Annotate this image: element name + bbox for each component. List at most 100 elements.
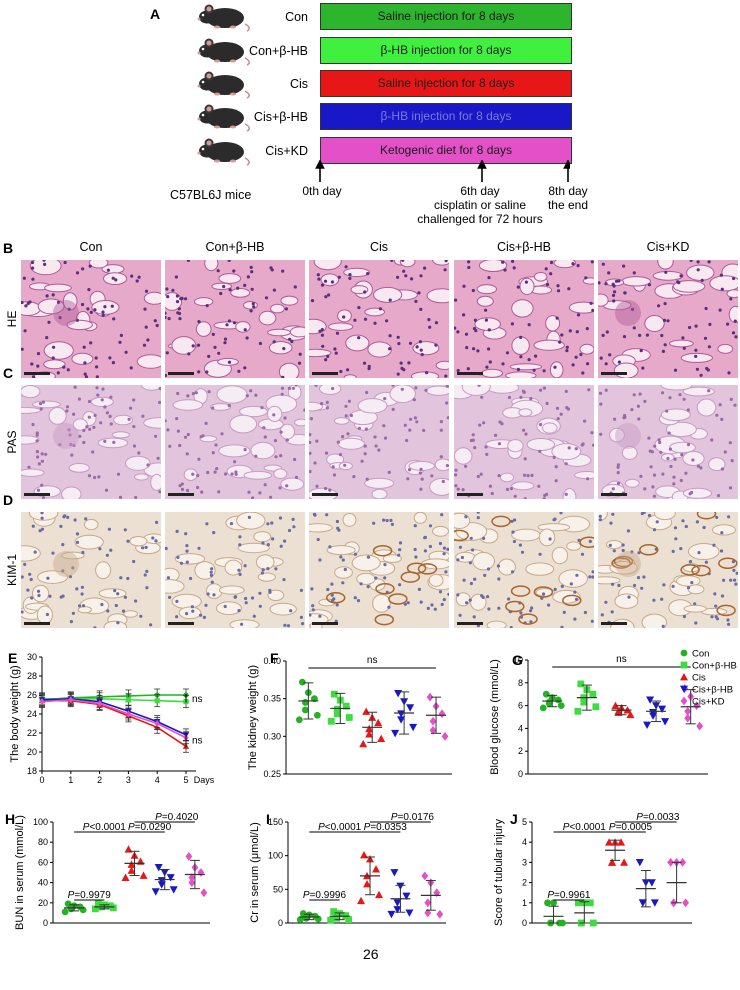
data-point (605, 838, 614, 846)
data-point (542, 690, 550, 698)
y-tick-label: 50 (273, 884, 283, 894)
group-label: Cis+KD (265, 144, 308, 158)
legend-label: Con (692, 649, 709, 660)
x-tick-label: 0 (39, 775, 44, 785)
data-point (661, 718, 670, 726)
y-axis-title: The kidney weight (g) (247, 665, 259, 770)
y-tick-label: 0 (43, 918, 48, 928)
data-point (682, 898, 690, 908)
y-tick-label: 0 (522, 918, 527, 928)
y-axis-title: BUN in serum (mmol/L) (14, 815, 26, 930)
y-tick-label: 100 (268, 851, 283, 861)
histology-image (454, 260, 594, 378)
data-point (185, 851, 193, 861)
panel-label: G (512, 652, 523, 668)
data-point (397, 710, 406, 718)
data-point (617, 838, 626, 846)
data-point (68, 696, 74, 704)
data-point (327, 916, 335, 924)
y-tick-label: 4 (522, 837, 527, 847)
data-point (580, 698, 588, 706)
data-point (342, 702, 350, 710)
data-point (97, 699, 103, 708)
data-point (372, 865, 381, 873)
data-point (608, 858, 617, 866)
y-tick-label: 0 (518, 769, 523, 779)
data-point (200, 888, 208, 898)
data-point (658, 705, 667, 714)
data-point (330, 690, 338, 698)
data-point (429, 725, 437, 735)
histology-image (598, 260, 738, 378)
data-point (169, 886, 178, 894)
y-tick-label: 5 (522, 817, 527, 827)
data-point (362, 707, 371, 715)
treatment-bar: β-HB injection for 8 days (320, 37, 572, 64)
legend-label: Cis+KD (692, 697, 725, 708)
histology-image (21, 260, 161, 378)
data-point (646, 696, 655, 704)
data-point (125, 710, 131, 718)
data-point (154, 864, 163, 872)
treatment-bar: Ketogenic diet for 8 days (320, 137, 572, 164)
histology-column-label: Cis (369, 240, 389, 254)
data-point (424, 898, 432, 908)
data-point (680, 673, 688, 681)
histology-image (21, 512, 161, 628)
histology-column-label: Con (79, 240, 103, 254)
data-point (426, 692, 434, 702)
timeline-arrows (315, 160, 570, 182)
treatment-bar: Saline injection for 8 days (320, 3, 572, 30)
data-point (365, 730, 374, 738)
data-point (393, 906, 402, 914)
pvalue-label: P<0.0001 (318, 822, 362, 833)
histology-image (309, 385, 449, 499)
data-point (650, 899, 659, 907)
y-tick-label: 3 (522, 857, 527, 867)
y-tick-label: 10 (513, 655, 523, 665)
y-tick-label: 26 (27, 690, 37, 700)
x-tick-label: 3 (126, 775, 131, 785)
series-line (42, 699, 187, 747)
series-line (41, 697, 187, 736)
data-point (559, 919, 566, 927)
pvalue-label: P=0.0353 (364, 822, 408, 833)
data-point (680, 685, 688, 693)
mouse-icon (197, 38, 250, 66)
histology-image (309, 260, 449, 378)
pvalue-label: P=0.9979 (68, 890, 112, 901)
y-tick-label: 2 (518, 746, 523, 756)
histology-image (21, 385, 161, 499)
y-tick-label: 150 (268, 817, 283, 827)
data-point (295, 716, 303, 724)
data-point (680, 696, 688, 706)
data-point (345, 714, 353, 721)
mouse-icon (197, 71, 250, 99)
pvalue-label: P=0.0176 (391, 812, 435, 823)
data-point (589, 919, 597, 927)
data-point (647, 879, 656, 887)
data-point (151, 888, 160, 896)
histology-column-label: Con+β-HB (205, 240, 265, 254)
data-point (330, 908, 338, 915)
data-point (359, 739, 368, 748)
histology-image (165, 385, 305, 499)
y-tick-label: 1 (522, 898, 527, 908)
ns-annotation: ns (192, 694, 203, 705)
timeline-day8: 8th day the end (547, 184, 589, 212)
pvalue-label: P=0.0005 (609, 822, 653, 833)
data-point (684, 706, 692, 716)
x-tick-label: 2 (97, 775, 102, 785)
data-point (539, 704, 547, 712)
x-axis-title: Days (194, 775, 215, 785)
histology-column-label: Cis+KD (646, 240, 690, 254)
y-axis-title: Score of tubular injury (493, 819, 505, 926)
data-point (301, 699, 309, 706)
data-point (429, 716, 437, 726)
y-tick-label: 0.25 (263, 769, 281, 779)
data-point (550, 899, 557, 907)
y-tick-label: 18 (27, 766, 37, 776)
y-tick-label: 40 (38, 878, 48, 888)
data-point (696, 721, 704, 731)
y-axis-title: Cr in serum (μmol/L) (249, 822, 261, 922)
